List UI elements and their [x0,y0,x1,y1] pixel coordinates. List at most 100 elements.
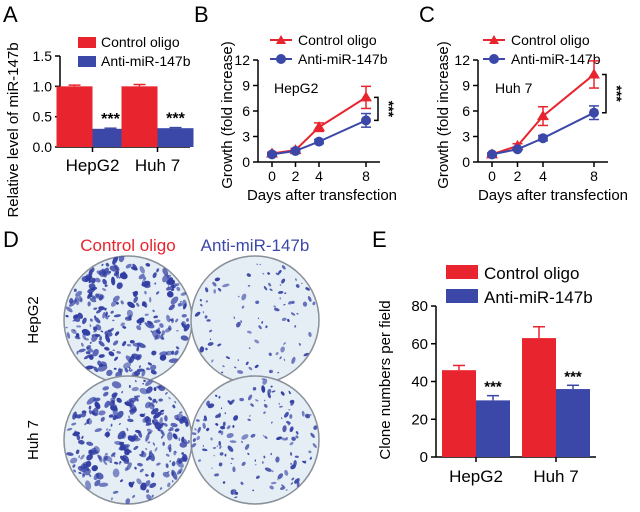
colony-plate-hepg2-anti [190,255,320,385]
panel-a-plot: 0.0 0.5 1.0 1.5 HepG2 *** Huh 7 *** [33,48,194,175]
colony [150,402,155,408]
colony [205,287,209,293]
colony [156,462,161,466]
colony [153,315,159,319]
colony [147,362,152,366]
colony [162,441,165,446]
colony [148,396,153,401]
colony [66,452,74,456]
colony [174,350,179,356]
colony [105,262,110,267]
colony [110,310,114,314]
colony [168,284,170,288]
colony [160,435,164,439]
colony [179,300,182,303]
colony [291,300,295,304]
colony [151,387,153,391]
colony [103,455,108,462]
colony [181,320,187,328]
colony [213,289,217,294]
colony [134,466,137,470]
colony [270,481,277,485]
colony [156,327,161,334]
colony [95,472,104,480]
colony [186,441,190,445]
colony [202,422,206,430]
panel-d-column-anti: Anti-miR-147b [201,236,310,255]
data-point-control [588,68,600,79]
colony [198,459,202,462]
colony [122,325,127,329]
colony [82,463,90,471]
colony [104,307,107,311]
colony [139,468,144,473]
colony [247,418,251,421]
colony [222,421,226,427]
colony [220,407,222,410]
colony [270,452,272,456]
colony [284,411,289,418]
colony [94,479,101,487]
colony [151,472,155,478]
x-tick-label: Huh 7 [135,156,180,175]
colony [111,381,122,389]
colony [166,286,172,291]
colony [69,457,78,464]
colony [294,478,300,484]
colony [143,379,146,382]
bar-anti [476,400,510,457]
colony [176,413,184,419]
colony [233,316,235,320]
colony [94,316,101,324]
colony [112,256,119,265]
colony [75,290,83,297]
colony [111,276,116,286]
colony [71,422,77,426]
colony [97,360,102,366]
colony [227,445,234,452]
colony [291,356,296,364]
colony [207,403,215,409]
colony [73,329,76,332]
colony [123,362,131,369]
panel-d: D Control oligo Anti-miR-147b HepG2 Huh … [3,227,320,505]
colony [289,414,293,419]
colony [69,299,77,307]
colony [97,364,108,372]
colony [100,416,105,422]
data-point-anti [487,149,497,160]
colony [270,385,273,388]
colony [267,392,271,399]
colony [136,478,142,485]
bar-control [442,370,476,457]
colony [222,481,226,484]
colony [112,319,115,322]
colony [93,397,101,402]
colony [132,494,136,499]
colony [219,452,224,456]
colony [263,286,268,291]
colony [210,437,213,441]
colony [88,409,92,415]
colony [66,332,71,339]
colony [261,321,264,324]
colony [171,461,176,467]
series-line-anti [491,111,595,156]
colony [85,460,92,468]
colony [284,292,287,295]
colony [153,411,162,419]
colony [175,318,179,323]
colony [133,296,138,303]
colony [186,318,189,322]
colony [87,301,91,307]
colony [84,422,88,426]
colony [138,365,141,368]
panel-c-plot: 0 3 6 9 12 0 2 4 8 *** [454,52,625,184]
y-tick-label: 12 [454,52,470,68]
y-tick-label: 0.0 [33,139,53,155]
colony [241,293,247,301]
x-tick-label: HepG2 [66,156,120,175]
colony [104,431,110,437]
colony-plate-huh7-control [63,375,193,505]
panel-d-label: D [3,227,19,252]
